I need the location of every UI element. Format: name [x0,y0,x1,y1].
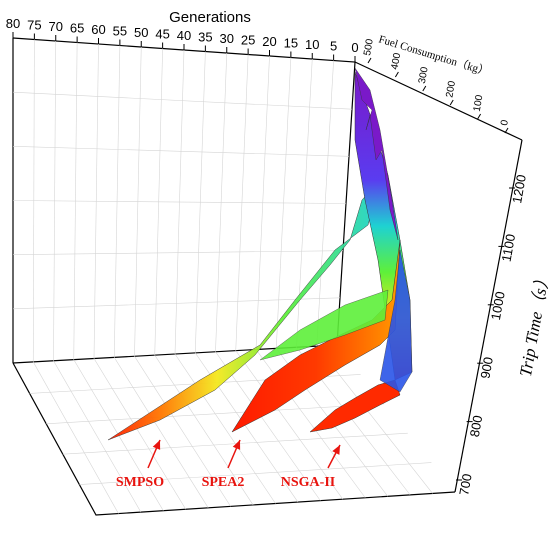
trip-time-tick-label: 1000 [488,290,508,321]
grid-line [12,250,344,255]
fuel-tick-mark [422,85,427,92]
generations-tick-label: 60 [91,22,105,37]
fuel-tick-mark [504,127,509,134]
fuel-tick-mark [449,99,454,106]
surface-top-plume [354,67,399,241]
grid-line [62,432,408,455]
grid-line [113,357,209,508]
generations-tick-label: 5 [330,39,337,54]
fuel-tick-label: 500 [362,38,376,57]
annotation-arrowhead [332,445,340,455]
surface-smpso [107,179,381,441]
fuel-tick-label: 400 [390,52,404,71]
generations-tick-label: 10 [305,37,319,52]
generations-tick-label: 40 [177,28,191,43]
generations-tick-label: 75 [27,18,41,33]
grid-line [53,360,142,513]
annotation-label: NSGA-II [281,475,335,490]
pareto-surfaces [107,67,413,441]
grid-line [12,297,341,310]
plot-box [12,37,523,516]
grid-line [46,403,385,425]
generations-axis-title: Generations [169,9,251,26]
grid-line [79,462,432,485]
annotation-label: SMPSO [116,475,164,490]
grid-line [12,146,350,157]
generations-tick-label: 35 [198,30,212,45]
trip-time-tick-label: 800 [467,414,486,438]
generations-tick-label: 25 [241,33,255,48]
floor-front-edges [12,362,456,516]
annotation-arrowhead [152,440,161,450]
generations-tick-label: 15 [284,36,298,51]
grid-line [93,358,187,510]
generations-tick-label: 70 [49,19,63,34]
grid-line [134,356,231,507]
fuel-tick-label: 100 [472,94,486,113]
generations-tick-label: 65 [70,21,84,36]
fuel-tick-label: 300 [417,66,431,85]
annotation-arrowhead [232,440,241,450]
grid-line [32,361,119,514]
grid [12,39,433,514]
grid-line [12,91,353,110]
grid-line [235,350,344,500]
right-top-edge [354,61,523,141]
generations-tick-label: 50 [134,25,148,40]
grid-line [12,200,347,204]
fuel-ticks: 500 400 300 200 100 0 [362,38,511,134]
grid-line [174,353,276,504]
trip-time-axis-title: Trip Time（s） [516,270,550,378]
fuel-tick-mark [367,57,372,64]
grid-line [154,354,254,506]
fuel-tick-label: 200 [444,80,458,99]
algorithm-annotations: SMPSO SPEA2 NSGA-II [116,439,341,490]
fuel-tick-mark [394,71,399,78]
generations-ticks: 80 75 70 65 60 55 50 45 40 35 30 25 20 15 10 5 0 [6,16,359,62]
fuel-tick-mark [477,113,482,120]
right-axis-edge [454,139,523,493]
trip-time-ticks: 1200 1100 1000 900 800 700 [456,173,529,497]
grid-line [215,351,321,501]
trip-time-tick-label: 1200 [509,173,529,204]
generations-tick-label: 30 [220,31,234,46]
surface-spea2-band [259,289,389,361]
generations-tick-label: 20 [262,34,276,49]
generations-tick-label: 45 [155,27,169,42]
fuel-tick-label: 0 [499,119,511,127]
surface-nsga2-tall [379,249,413,393]
annotation-label: SPEA2 [202,475,245,490]
surface-nsga2 [309,379,401,433]
generations-tick-label: 80 [6,16,20,31]
generations-tick-label: 55 [113,24,127,39]
trip-time-tick-label: 900 [477,356,496,380]
generations-tick-label: 0 [351,40,358,55]
trip-time-tick-label: 700 [456,473,475,497]
trip-time-tick-label: 1100 [499,233,519,263]
surface-spea2 [231,239,401,433]
